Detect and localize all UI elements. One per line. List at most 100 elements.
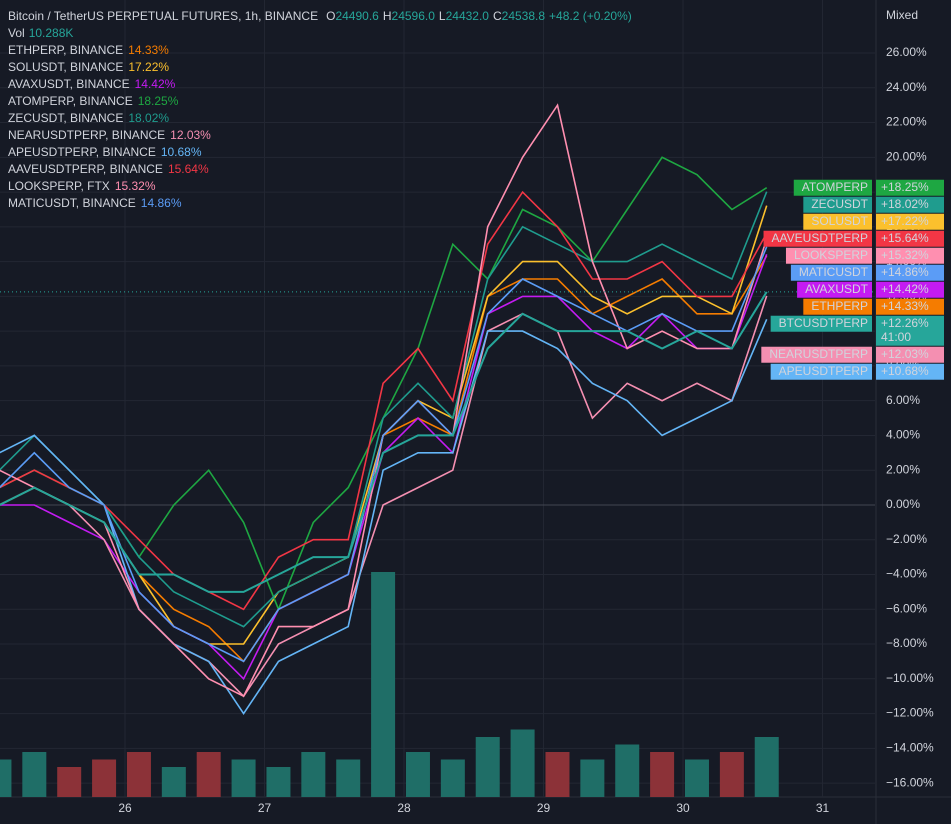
legend-item: AVAXUSDT, BINANCE 14.42%	[8, 77, 176, 91]
y-tick-label: 2.00%	[886, 462, 920, 476]
volume-bar	[580, 759, 605, 797]
tag-name-box	[770, 363, 872, 380]
volume-bar	[231, 759, 256, 797]
legend-name: LOOKSPERP, FTX	[8, 179, 110, 193]
series-line	[0, 191, 768, 628]
y-tick-label: −4.00%	[886, 567, 927, 581]
tag-name: SOLUSDT	[811, 214, 868, 228]
y-tick-label: 24.00%	[886, 80, 927, 94]
volume-bar	[475, 737, 500, 797]
volume-bar	[336, 759, 361, 797]
tag-value: +15.64%	[881, 231, 929, 245]
volume-bar	[615, 744, 640, 797]
legend-item: ETHPERP, BINANCE 14.33%	[8, 43, 169, 57]
volume-bar	[126, 752, 151, 797]
legend-value: 14.33%	[128, 43, 169, 57]
tag-name-box	[803, 213, 872, 230]
legend-name: SOLUSDT, BINANCE	[8, 60, 123, 74]
tag-name-box	[793, 179, 872, 196]
ohlc-value: 24490.6	[335, 9, 379, 23]
volume-bar	[684, 759, 709, 797]
volume-bar	[405, 752, 430, 797]
tag-value: +10.68%	[881, 364, 929, 378]
tag-value: +14.33%	[881, 299, 929, 313]
y-tick-label: 26.00%	[886, 45, 927, 59]
ohlc-value: 24432.0	[446, 9, 490, 23]
price-tag: NEARUSDTPERP +12.03%	[761, 346, 944, 363]
legend-item: ZECUSDT, BINANCE 18.02%	[8, 111, 169, 125]
volume-bar	[510, 729, 535, 797]
volume-bar	[161, 767, 186, 797]
legend-item: APEUSDTPERP, BINANCE 10.68%	[8, 145, 202, 159]
ohlc-key: H	[383, 9, 392, 23]
tag-value: +18.02%	[881, 197, 929, 211]
tag-name-box	[761, 346, 872, 363]
tag-value: +17.22%	[881, 214, 929, 228]
volume-bar	[196, 752, 221, 797]
ohlc-key: O	[326, 9, 335, 23]
scale-mode[interactable]: Mixed	[886, 8, 918, 22]
tag-name: LOOKSPERP	[794, 248, 868, 262]
volume-legend: Vol 10.288K	[8, 26, 73, 40]
legend-name: ZECUSDT, BINANCE	[8, 111, 123, 125]
y-tick-label: 4.00%	[886, 428, 920, 442]
tag-name: ATOMPERP	[802, 180, 868, 194]
series-line	[0, 318, 768, 716]
legend-value: 14.86%	[141, 196, 182, 210]
tag-value-box	[876, 346, 944, 363]
legend-name: NEARUSDTPERP, BINANCE	[8, 128, 165, 142]
legend-name: ETHPERP, BINANCE	[8, 43, 123, 57]
legend-item: MATICUSDT, BINANCE 14.86%	[8, 196, 182, 210]
x-tick-label: 30	[676, 801, 690, 815]
tag-value: +14.86%	[881, 265, 929, 279]
tag-name: ZECUSDT	[811, 197, 868, 211]
title: Bitcoin / TetherUS PERPETUAL FUTURES, 1h…	[8, 9, 318, 23]
volume-bar	[301, 752, 326, 797]
chart-title: Bitcoin / TetherUS PERPETUAL FUTURES, 1h…	[8, 9, 632, 23]
tag-value-box	[876, 196, 944, 213]
y-tick-label: −6.00%	[886, 601, 927, 615]
ohlc-value: 24538.8	[502, 9, 546, 23]
price-tag: AAVEUSDTPERP +15.64%	[763, 230, 944, 247]
tag-value: +14.42%	[881, 282, 929, 296]
legend-item: AAVEUSDTPERP, BINANCE 15.64%	[8, 162, 209, 176]
x-tick-label: 31	[816, 801, 830, 815]
tag-name: AVAXUSDT	[805, 282, 869, 296]
tag-value: +15.32%	[881, 248, 929, 262]
y-tick-label: −2.00%	[886, 532, 927, 546]
legend-value: 15.32%	[115, 179, 156, 193]
ohlc-value: 24596.0	[392, 9, 436, 23]
y-tick-label: 22.00%	[886, 115, 927, 129]
tag-name: ETHPERP	[811, 299, 868, 313]
tag-name: NEARUSDTPERP	[769, 347, 868, 361]
legend-value: 15.64%	[168, 162, 209, 176]
tag-name: BTCUSDTPERP	[779, 316, 868, 330]
tag-value-box	[876, 179, 944, 196]
x-tick-label: 27	[258, 801, 272, 815]
y-tick-label: 20.00%	[886, 149, 927, 163]
tag-name-box	[797, 281, 872, 298]
legend-name: APEUSDTPERP, BINANCE	[8, 145, 156, 159]
volume-bar	[650, 752, 675, 797]
tag-value-box	[876, 230, 944, 247]
volume-bar	[266, 767, 291, 797]
legend-value: 17.22%	[128, 60, 169, 74]
volume-bar	[719, 752, 744, 797]
series-line	[0, 246, 768, 663]
tag-name: MATICUSDT	[799, 265, 869, 279]
tag-value-box	[876, 363, 944, 380]
tag-name-box	[770, 315, 872, 332]
volume-bar	[440, 759, 465, 797]
volume-bar	[57, 767, 82, 797]
legend-value: 18.25%	[138, 94, 179, 108]
ohlc-key: L	[439, 9, 446, 23]
x-tick-label: 29	[537, 801, 551, 815]
volume-bar	[0, 759, 12, 797]
legend-item: SOLUSDT, BINANCE 17.22%	[8, 60, 169, 74]
series-line	[0, 295, 768, 698]
legend-value: 10.68%	[161, 145, 202, 159]
change: +48.2 (+0.20%)	[549, 9, 632, 23]
tag-name-box	[803, 196, 872, 213]
tag-name: APEUSDTPERP	[779, 364, 868, 378]
tag-value-box	[876, 298, 944, 315]
